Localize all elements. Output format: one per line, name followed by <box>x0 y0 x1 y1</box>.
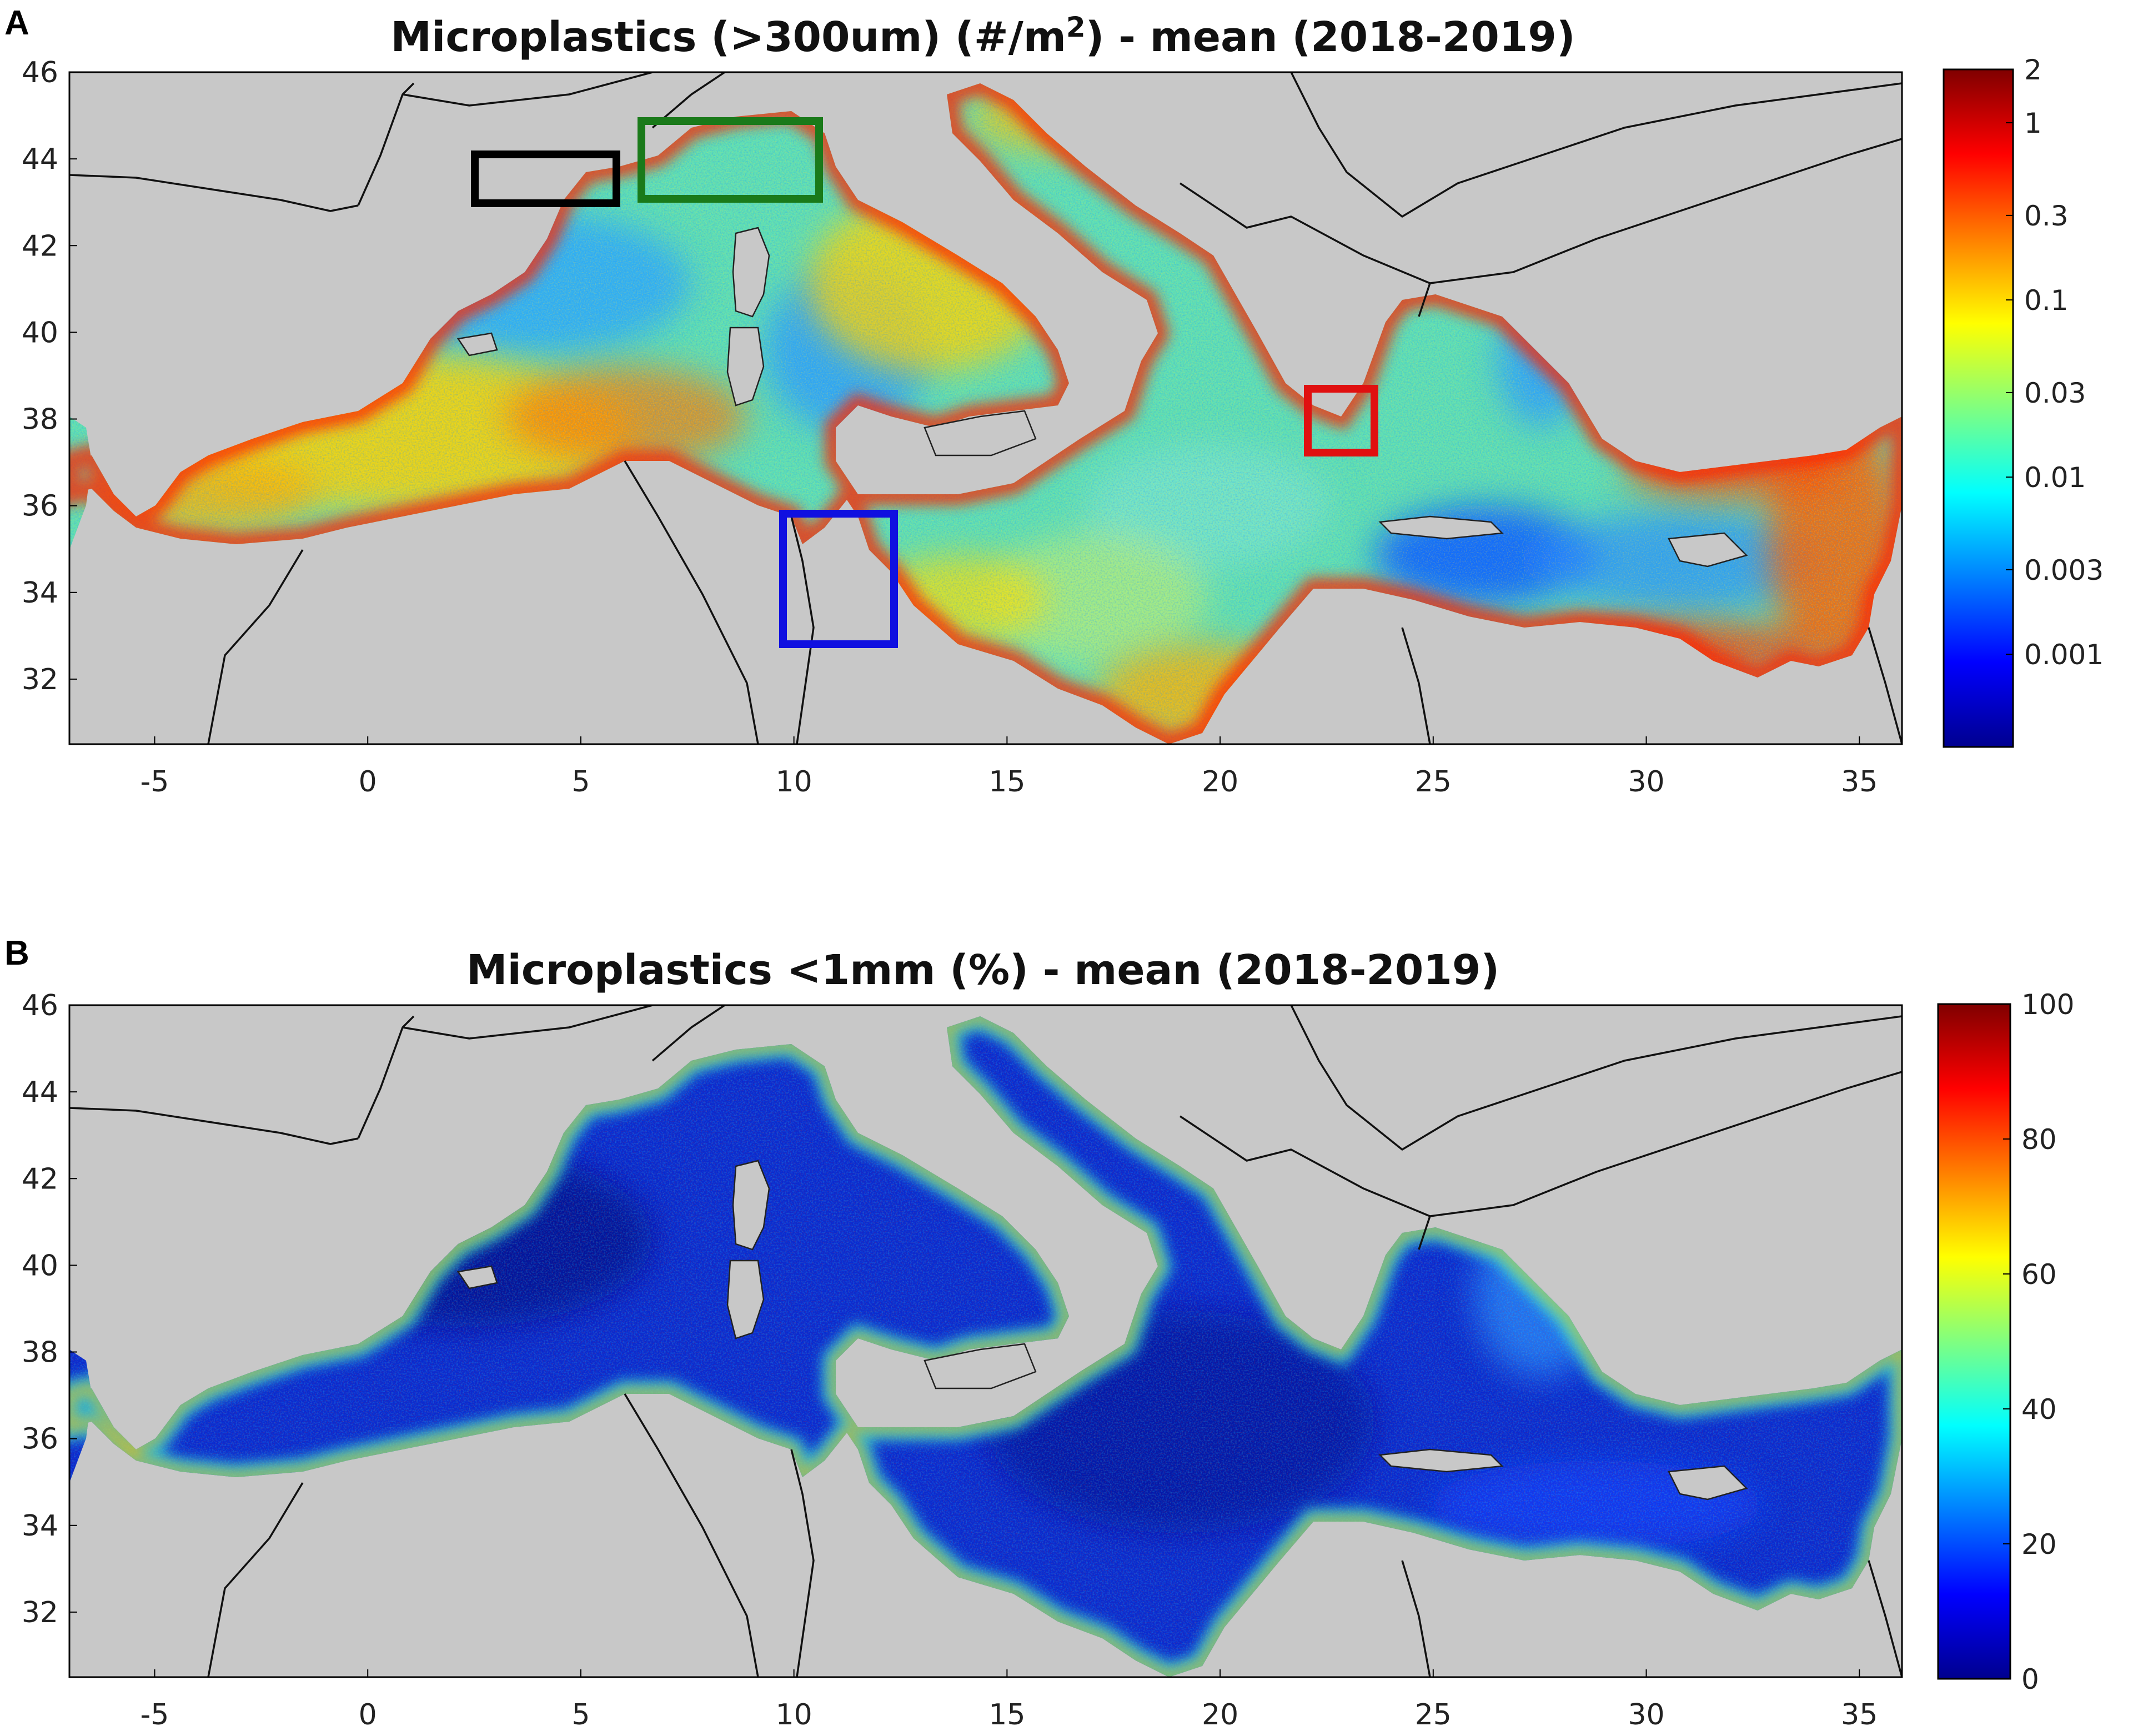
lat-tick-label: 44 <box>22 143 58 176</box>
lat-tick-label: 36 <box>22 1423 58 1456</box>
colorbar-a-tick-label: 0.3 <box>2024 200 2069 232</box>
panel-b-title: Microplastics <1mm (%) - mean (2018-2019… <box>466 946 1499 994</box>
colorbar-b-tick-label: 100 <box>2021 989 2074 1021</box>
panel-a-axis-ticks: -5 0 5 10 15 20 25 30 35 46 44 42 40 38 36 34 32 <box>22 56 1878 799</box>
lon-tick-label: 25 <box>1415 1698 1452 1732</box>
region-box-green <box>638 117 823 203</box>
lat-tick-label: 32 <box>22 663 58 696</box>
lon-tick-label: 15 <box>988 765 1025 799</box>
colorbar-a-tick-label: 0.003 <box>2024 554 2104 586</box>
lat-tick-label: 40 <box>22 1249 58 1282</box>
colorbar-b-tick-label: 40 <box>2021 1393 2057 1426</box>
colorbar-a-tick-label: 0.1 <box>2024 284 2069 317</box>
lon-tick-label: 35 <box>1841 765 1878 799</box>
lat-tick-label: 42 <box>22 1162 58 1196</box>
colorbar-a-tick-label: 0.001 <box>2024 639 2104 671</box>
panel-a-letter: A <box>4 4 29 42</box>
lon-tick-label: 5 <box>571 1698 590 1732</box>
lon-tick-label: 10 <box>776 1698 812 1732</box>
lat-tick-label: 46 <box>22 989 58 1022</box>
panel-b: B Microplastics <1mm (%) - mean (2018-20… <box>4 934 2074 1732</box>
colorbar-a-tick-label: 0.03 <box>2024 377 2086 409</box>
lat-tick-label: 38 <box>22 1336 58 1369</box>
lat-tick-label: 36 <box>22 490 58 523</box>
panel-b-colorbar-ticks: 100 80 60 40 20 0 <box>2003 989 2074 1695</box>
lon-tick-label: 0 <box>359 1698 377 1732</box>
colorbar-b-tick-label: 80 <box>2021 1123 2057 1156</box>
lat-tick-label: 44 <box>22 1076 58 1109</box>
region-box-red <box>1304 385 1378 456</box>
lon-tick-label: -5 <box>140 1698 169 1732</box>
lat-tick-label: 32 <box>22 1596 58 1629</box>
islands <box>456 227 1748 568</box>
panel-b-frame <box>68 1004 1903 1678</box>
region-boxes <box>471 117 1378 648</box>
lon-tick-label: 25 <box>1415 765 1452 799</box>
panel-b-axis-ticks: -5 0 5 10 15 20 25 30 35 46 44 42 40 38 36 34 32 <box>22 989 1878 1732</box>
region-box-blue <box>779 510 898 648</box>
lat-tick-label: 40 <box>22 316 58 349</box>
lat-tick-label: 38 <box>22 403 58 436</box>
lat-tick-label: 34 <box>22 576 58 610</box>
panel-a-map: -5 0 5 10 15 20 25 30 35 46 44 42 40 38 36 34 32 <box>22 56 1903 799</box>
lon-tick-label: 20 <box>1202 1698 1238 1732</box>
panel-a-title: Microplastics (>300um) (#/m2) - mean (20… <box>390 11 1575 61</box>
lat-tick-label: 42 <box>22 229 58 263</box>
country-borders <box>69 72 1902 744</box>
lon-tick-label: 20 <box>1202 765 1238 799</box>
lon-tick-label: 35 <box>1841 1698 1878 1732</box>
region-box-black <box>471 150 620 207</box>
islands <box>456 1160 1748 1501</box>
panel-b-colorbar: 100 80 60 40 20 0 <box>1937 989 2074 1695</box>
colorbar-a-tick-label: 1 <box>2024 107 2042 139</box>
colorbar-a-tick-label: 0.01 <box>2024 461 2086 494</box>
colorbar-b-tick-label: 20 <box>2021 1528 2057 1561</box>
lon-tick-label: 0 <box>359 765 377 799</box>
country-borders <box>69 1005 1902 1677</box>
panel-b-letter: B <box>4 934 29 972</box>
panel-a-colorbar-ticks: 2 1 0.3 0.1 0.03 0.01 0.003 0.001 <box>2006 54 2104 671</box>
lat-tick-label: 46 <box>22 56 58 89</box>
lon-tick-label: 30 <box>1628 1698 1664 1732</box>
panel-a-colorbar: 2 1 0.3 0.1 0.03 0.01 0.003 0.001 <box>1943 54 2104 748</box>
lon-tick-label: -5 <box>140 765 169 799</box>
lon-tick-label: 30 <box>1628 765 1664 799</box>
colorbar-b-tick-label: 0 <box>2021 1663 2039 1695</box>
lat-tick-label: 34 <box>22 1509 58 1543</box>
lon-tick-label: 15 <box>988 1698 1025 1732</box>
colorbar-a-tick-label: 2 <box>2024 54 2042 86</box>
panel-a: A Microplastics (>300um) (#/m2) - mean (… <box>4 4 2104 799</box>
panel-a-frame <box>68 71 1903 745</box>
panel-b-map: -5 0 5 10 15 20 25 30 35 46 44 42 40 38 36 34 32 <box>22 989 1903 1732</box>
colorbar-b-tick-label: 60 <box>2021 1258 2057 1291</box>
lon-tick-label: 5 <box>571 765 590 799</box>
lon-tick-label: 10 <box>776 765 812 799</box>
